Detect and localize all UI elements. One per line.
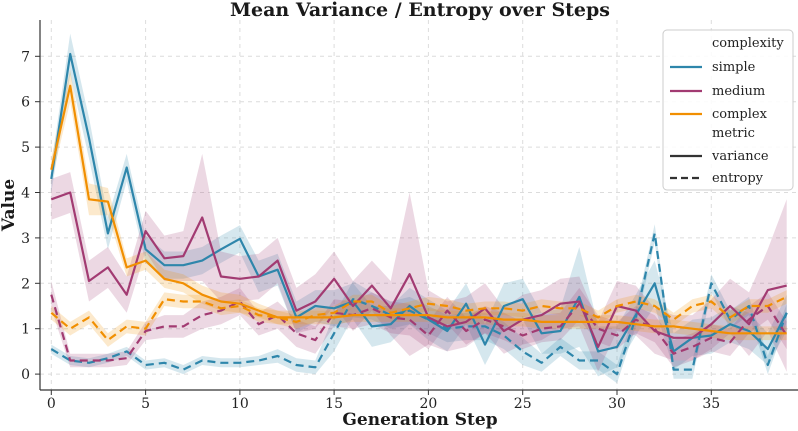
series-line-medium-variance [50,191,787,348]
x-tick-label: 25 [514,396,532,412]
x-tick-label: 20 [419,396,437,412]
x-tick-label: 5 [141,396,150,412]
y-tick-label: 5 [21,140,30,156]
x-tick-label: 10 [231,396,249,412]
series-line-medium-entropy [50,294,788,362]
series-line-simple-entropy [50,232,788,376]
series-line-complex-entropy [50,295,788,342]
legend-label-simple: simple [712,60,756,75]
y-tick-label: 6 [21,95,30,111]
x-tick-label: 35 [702,396,720,412]
series-lines [50,52,788,376]
legend-frame [662,29,794,191]
legend-label-variance: variance [711,149,769,164]
band-medium-variance [51,153,787,372]
legend-label-complex: complex [712,107,768,122]
chart-title: Mean Variance / Entropy over Steps [230,0,610,21]
band-simple-variance [51,33,787,377]
legend-style-title: metric [712,126,755,141]
band-simple-entropy [51,224,787,384]
y-axis-label: Value [0,179,19,232]
x-tick-label: 30 [608,396,626,412]
y-ticks: 0 1 2 3 4 5 6 7 [21,49,40,383]
x-tick-label: 0 [47,396,56,412]
x-tick-label: 15 [325,396,343,412]
y-tick-label: 4 [21,186,30,202]
legend-label-entropy: entropy [712,171,764,186]
y-tick-label: 0 [21,367,30,383]
legend: complexity simple medium complex metric … [662,29,794,191]
y-tick-label: 3 [21,231,30,247]
y-tick-label: 1 [21,322,30,338]
legend-hue-title: complexity [712,36,784,51]
grid [40,20,798,390]
series-line-complex-variance [50,84,787,335]
y-tick-label: 7 [21,49,30,65]
y-tick-label: 2 [21,276,30,292]
x-ticks: 0 5 10 15 20 25 30 35 [47,390,720,412]
series-line-simple-variance [50,52,788,353]
x-axis-label: Generation Step [342,410,497,430]
legend-label-medium: medium [712,84,765,99]
